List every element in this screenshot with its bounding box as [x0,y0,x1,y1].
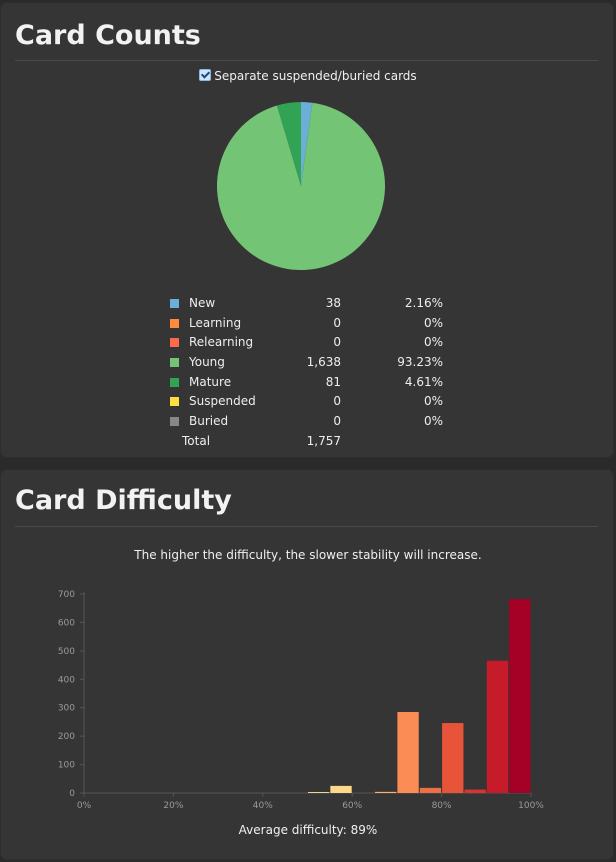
difficulty-bar[interactable] [442,723,464,793]
title-divider [15,60,598,61]
legend-swatch [170,417,179,427]
x-tick-label: 60% [342,801,362,811]
x-tick-label: 80% [432,801,452,811]
difficulty-subtitle: The higher the difficulty, the slower st… [134,548,482,562]
difficulty-bar[interactable] [464,789,486,793]
x-tick-label: 40% [253,801,273,811]
legend-count: 0 [333,394,341,409]
average-difficulty: Average difficulty: 89% [238,823,378,837]
title-divider [15,526,598,527]
legend-total-row: Total 1,757 [1,431,615,451]
x-tick-label: 0% [77,801,92,811]
pie-slice-mature[interactable] [277,102,301,186]
legend-name: Mature [189,374,232,389]
legend-name: Relearning [189,335,254,350]
y-tick-label: 0 [69,789,75,799]
legend-row-buried: Buried 0 0% [1,411,615,431]
legend-percent: 93.23% [397,355,443,370]
card-counts-legend: New 38 2.16% Learning 0 0% Relearning 0 0% Young 1… [1,293,615,451]
legend-percent: 2.16% [404,296,443,310]
legend-swatch [170,358,179,368]
y-tick-label: 300 [58,704,75,714]
card-difficulty-bar-chart: 0 100 200 300 400 500 600 700 0% 20% 40% 60% 80% 100% [58,590,544,811]
legend-count: 0 [333,315,341,330]
pie-slice-young[interactable] [217,102,385,270]
checkbox-checked-icon[interactable] [199,69,212,81]
legend-row-suspended: Suspended 0 0% [1,391,615,411]
legend-percent: 0% [423,414,443,429]
legend-name: Young [189,355,225,370]
card-counts-title: Card Counts [15,20,201,51]
difficulty-bar[interactable] [375,791,397,793]
legend-swatch [170,318,179,328]
legend-row-learning: Learning 0 0% [1,313,615,333]
legend-count: 0 [333,335,341,350]
total-label: Total [182,433,211,448]
pie-slice-new[interactable] [301,102,313,186]
legend-swatch [170,397,179,407]
legend-count: 81 [325,374,341,389]
legend-percent: 0% [423,394,443,409]
card-difficulty-panel: Card Difficulty The higher the difficult… [0,469,614,860]
legend-count: 1,638 [306,355,341,370]
difficulty-bar[interactable] [419,787,442,793]
difficulty-bar[interactable] [509,599,531,793]
legend-name: New [189,296,216,310]
legend-name: Learning [189,315,242,330]
y-tick-label: 100 [58,761,75,771]
legend-row-young: Young 1,638 93.23% [1,352,615,372]
legend-row-mature: Mature 81 4.61% [1,372,615,392]
legend-row-new: New 38 2.16% [1,293,615,313]
x-tick-label: 100% [518,801,544,811]
card-counts-panel: Card Counts Separate suspended/buried ca… [0,2,614,458]
y-tick-label: 200 [58,732,75,742]
card-difficulty-title: Card Difficulty [15,485,232,516]
legend-percent: 0% [423,315,443,330]
total-count: 1,757 [306,433,341,448]
card-counts-pie-chart [217,102,385,270]
legend-swatch [170,338,179,348]
difficulty-bar[interactable] [397,711,419,793]
legend-count: 0 [333,414,341,429]
difficulty-bar[interactable] [330,785,352,793]
y-tick-label: 400 [58,675,75,685]
legend-name: Buried [189,414,229,429]
legend-percent: 4.61% [404,374,443,389]
legend-count: 38 [325,296,341,310]
legend-swatch [170,377,179,387]
difficulty-bar[interactable] [486,660,509,793]
legend-name: Suspended [189,394,256,409]
difficulty-bar[interactable] [308,792,330,793]
legend-swatch [170,299,179,308]
y-tick-label: 700 [58,590,75,600]
toggle-label: Separate suspended/buried cards [214,69,417,83]
legend-percent: 0% [423,335,443,350]
y-tick-label: 500 [58,647,75,657]
separate-suspended-toggle[interactable]: Separate suspended/buried cards [1,69,615,83]
legend-row-relearning: Relearning 0 0% [1,332,615,352]
y-tick-label: 600 [58,618,75,628]
x-tick-label: 20% [163,801,183,811]
